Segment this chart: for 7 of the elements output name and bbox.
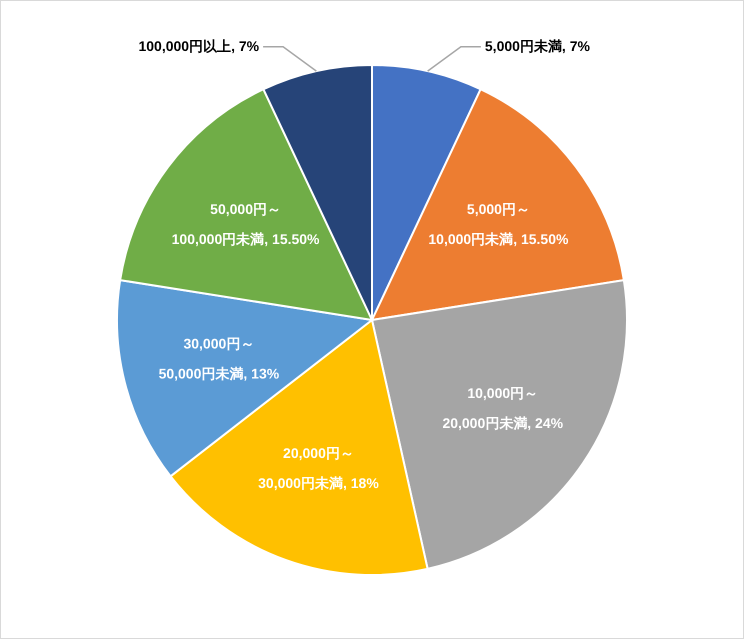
slice-label: 100,000円以上, 7% (138, 37, 260, 54)
slice-label: 5,000円未満, 7% (484, 37, 590, 54)
slice-label: 20,000円～30,000円未満, 18% (258, 444, 380, 490)
slice-label: 10,000円～20,000円未満, 24% (442, 384, 564, 431)
slice-label: 50,000円～100,000円未満, 15.50% (172, 200, 320, 247)
slice-label: 30,000円～50,000円未満, 13% (158, 335, 280, 382)
slice-label: 5,000円～10,000円未満, 15.50% (428, 200, 570, 247)
